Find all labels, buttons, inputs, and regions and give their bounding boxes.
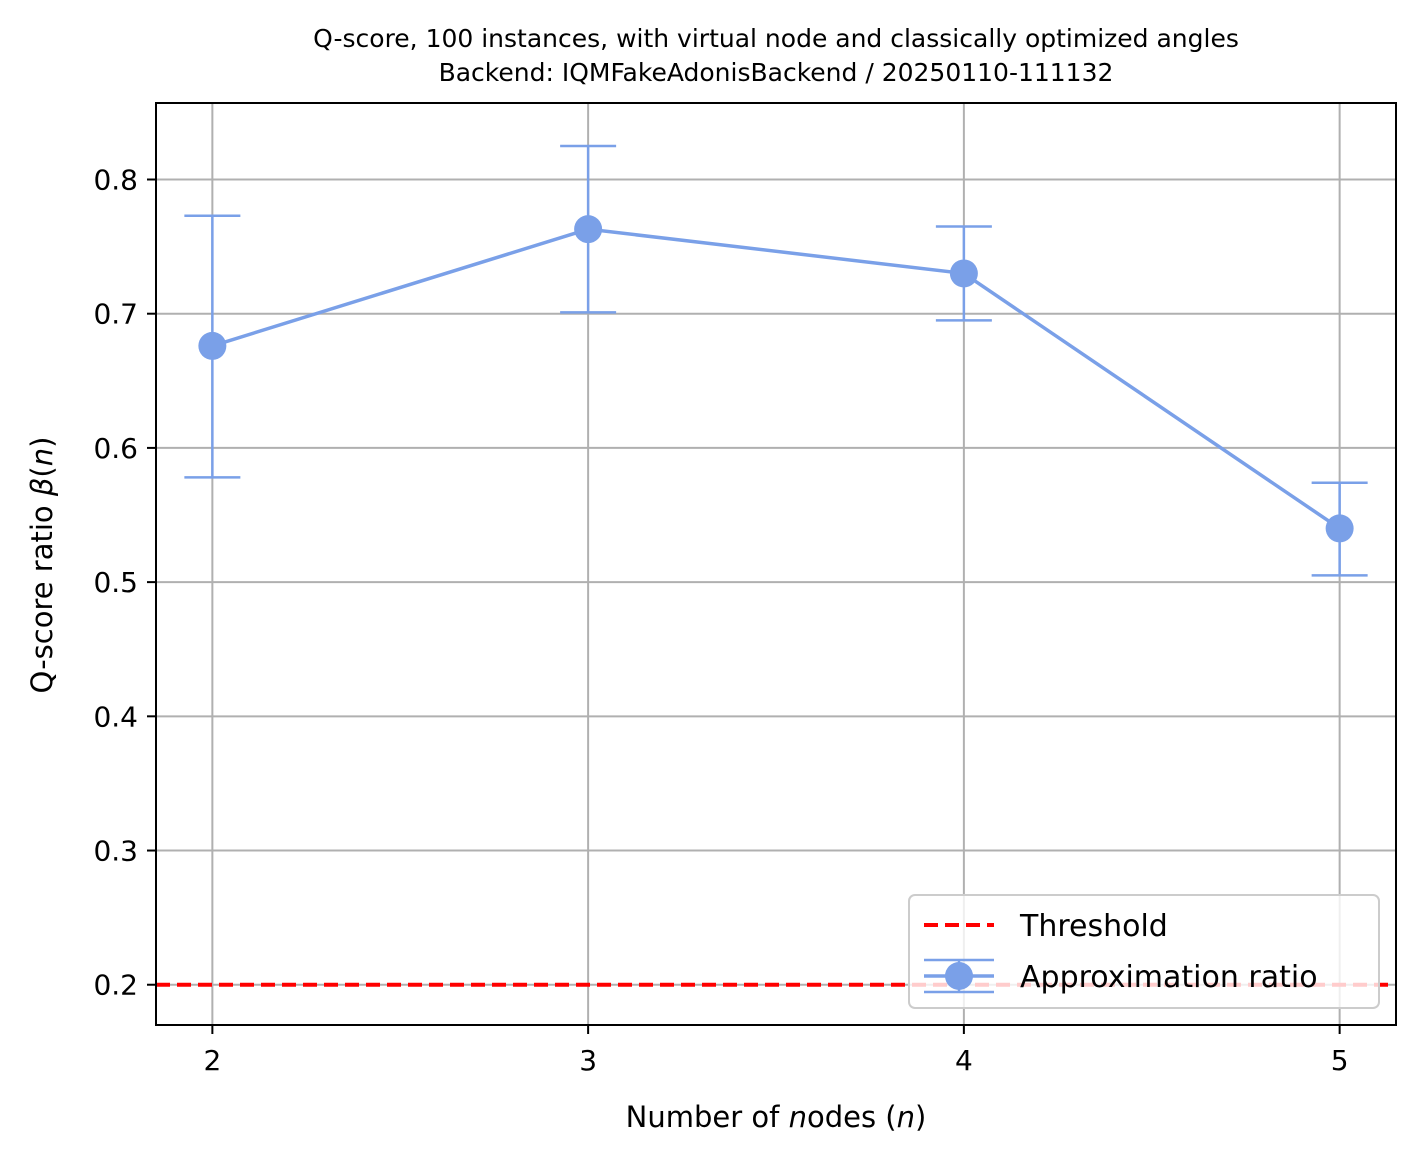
legend-box (908, 894, 1380, 1009)
y-tick-label: 0.3 (93, 835, 138, 868)
x-ticks: 2 3 4 5 (203, 1025, 1349, 1077)
y-tick-label: 0.5 (93, 566, 138, 599)
data-point (1325, 514, 1354, 543)
legend-series-swatch-marker (945, 962, 973, 990)
y-tick-label: 0.4 (93, 700, 138, 733)
series-layer (184, 144, 1368, 577)
y-tick-label: 0.8 (93, 163, 138, 196)
y-tick-label: 0.6 (93, 432, 138, 465)
legend-series-label: Approximation ratio (1020, 960, 1318, 995)
x-tick-label: 2 (203, 1044, 221, 1077)
data-point (198, 331, 227, 360)
data-point (949, 259, 978, 288)
data-point (574, 215, 603, 244)
x-tick-label: 3 (579, 1044, 597, 1077)
series-line (211, 227, 1341, 530)
chart-title: Q-score, 100 instances, with virtual nod… (313, 24, 1239, 53)
x-axis-label: Number of nodes (n) (626, 1100, 927, 1134)
x-tick-label: 4 (955, 1044, 973, 1077)
chart-subtitle: Backend: IQMFakeAdonisBackend / 20250110… (439, 58, 1114, 87)
x-tick-label: 5 (1331, 1044, 1349, 1077)
legend-threshold-label: Threshold (1019, 909, 1168, 944)
y-ticks: 0.2 0.3 0.4 0.5 0.6 0.7 0.8 (93, 163, 156, 1002)
y-tick-label: 0.7 (93, 298, 138, 331)
plot-frame (155, 102, 1397, 1026)
grid (156, 103, 1396, 1025)
legend: Threshold Approximation ratio (908, 894, 1380, 1009)
y-tick-label: 0.2 (93, 969, 138, 1002)
y-axis-label: Q-score ratio β(n) (25, 437, 59, 694)
